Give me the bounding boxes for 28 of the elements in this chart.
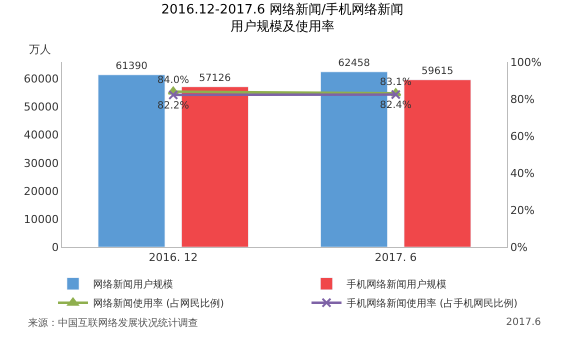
y-tick-label: 20000 <box>24 184 59 198</box>
y2-tick-label: 60% <box>510 130 535 143</box>
data-label: 61390 <box>116 60 148 72</box>
legend-label: 网络新闻用户规模 <box>93 278 173 291</box>
legend-label: 网络新闻使用率 (占网民比例) <box>93 298 224 310</box>
x-tick-label: 2017. 6 <box>374 251 417 264</box>
text: 2017.6 <box>506 317 541 328</box>
y2-tick-label: 0% <box>510 240 528 254</box>
y-tick-label: 0 <box>52 240 59 254</box>
y-tick-label: 30000 <box>24 156 59 170</box>
chart-subtitle: 用户规模及使用率 <box>230 18 334 34</box>
data-label: 62458 <box>338 58 370 69</box>
y-tick-label: 60000 <box>24 72 59 86</box>
legend-label: 手机网络新闻用户规模 <box>346 278 446 291</box>
y2-tick-label: 80% <box>510 92 535 106</box>
y2-tick-label: 20% <box>510 204 535 217</box>
data-label: 57126 <box>199 72 231 84</box>
chart-title: 2016.12-2017.6 网络新闻/手机网络新闻 <box>161 2 404 18</box>
y2-tick-label: 40% <box>510 166 535 180</box>
data-label: 59615 <box>422 66 454 77</box>
y-tick-label: 50000 <box>24 100 59 114</box>
y-tick-label: 40000 <box>24 128 59 142</box>
y2-tick-label: 100% <box>510 56 542 69</box>
source-note: 来源：中国互联网络发展状况统计调查 <box>28 317 198 329</box>
y-tick-label: 10000 <box>24 212 59 226</box>
x-tick-label: 2016. 12 <box>148 251 198 264</box>
y-axis-title: 万人 <box>29 43 51 56</box>
legend-label: 手机网络新闻使用率 (占手机网民比例) <box>346 298 518 310</box>
